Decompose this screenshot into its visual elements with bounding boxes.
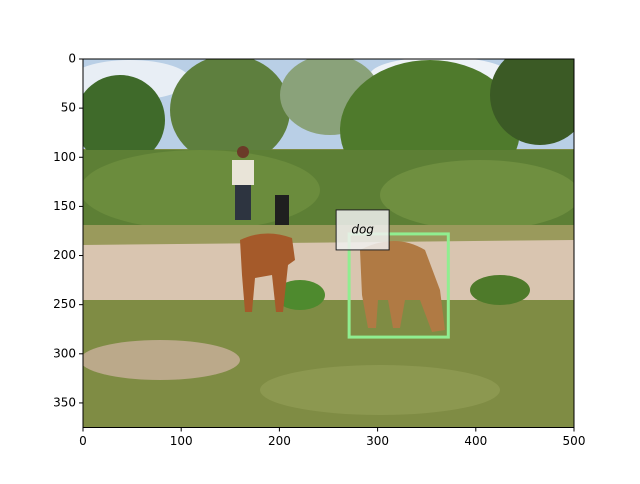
y-tick-label: 250 bbox=[53, 297, 76, 311]
y-tick-label: 50 bbox=[61, 101, 76, 115]
x-tick-label: 300 bbox=[366, 434, 389, 448]
y-tick-label: 200 bbox=[53, 248, 76, 262]
x-tick-label: 500 bbox=[563, 434, 586, 448]
y-tick-label: 350 bbox=[53, 395, 76, 409]
detection-label: dog bbox=[351, 222, 374, 236]
label-background bbox=[335, 209, 390, 251]
axes-frame bbox=[82, 58, 575, 428]
y-tick-label: 300 bbox=[53, 346, 76, 360]
x-tick-label: 400 bbox=[464, 434, 487, 448]
photo bbox=[83, 59, 574, 428]
x-tick-label: 0 bbox=[79, 434, 87, 448]
y-tick-label: 150 bbox=[53, 199, 76, 213]
y-tick-label: 100 bbox=[53, 150, 76, 164]
bounding-box bbox=[347, 232, 450, 339]
x-tick-label: 200 bbox=[268, 434, 291, 448]
x-tick-label: 100 bbox=[170, 434, 193, 448]
y-tick-label: 0 bbox=[68, 52, 76, 66]
